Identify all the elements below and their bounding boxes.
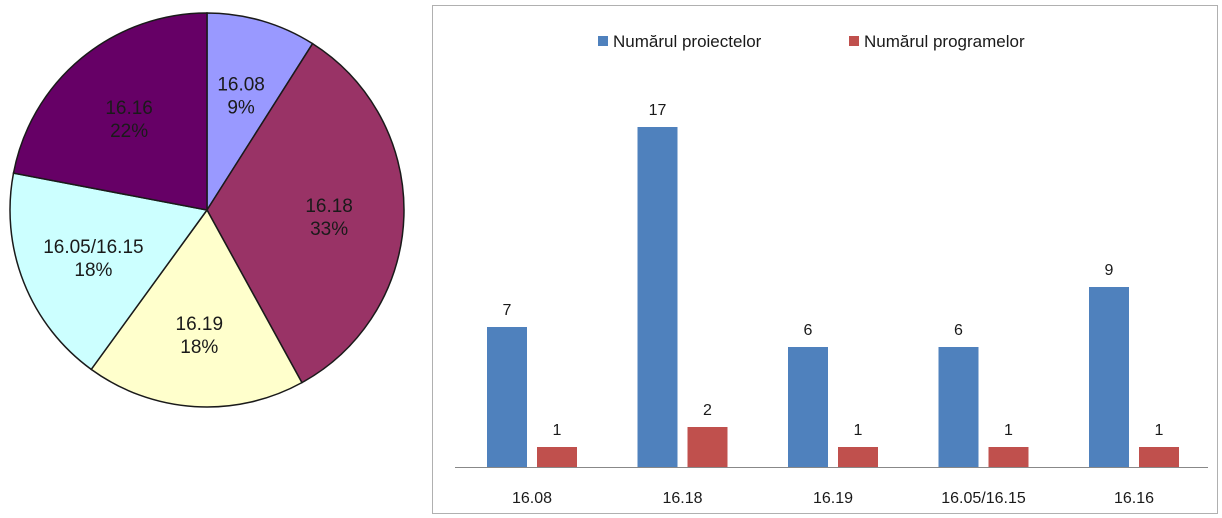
pie-slice-label: 16.16 [105,98,153,119]
bar-data-label: 7 [503,302,512,319]
bar-chart-panel: Numărul proiectelor Numărul programelor 7 1… [432,5,1218,514]
pie-slice-16-18 [206,42,405,384]
pie-slice-16-05-16-15 [9,172,209,371]
pie-slice-percent: 33% [310,219,348,240]
bar-16-08-series-1 [487,327,527,467]
pie-slice-percent: 9% [227,98,255,119]
bar-16-16-series-2 [1139,447,1179,467]
x-tick-label-16-18: 16.18 [662,490,702,507]
bar-data-label: 1 [1155,422,1164,439]
bar-16-05-16-15-series-2 [988,447,1029,467]
x-tick-label-16-05-16-15: 16.05/16.15 [941,490,1026,507]
pie-slice-label: 16.19 [176,314,224,335]
bar-data-label: 1 [854,422,863,439]
pie-slice-label: 16.18 [305,196,353,217]
x-tick-label-16-08: 16.08 [512,490,552,507]
x-tick-label-16-16: 16.16 [1114,490,1154,507]
bar-data-label: 6 [954,322,963,339]
bar-16-08-series-2 [537,447,577,467]
pie-slice-16-08 [206,12,314,213]
bar-data-label: 9 [1105,262,1114,279]
pie-slice-percent: 18% [74,260,112,281]
bar-data-label: 1 [553,422,562,439]
bar-16-05-16-15-series-1 [938,347,979,467]
pie-slice-16-16 [12,12,208,211]
x-tick-label-16-19: 16.19 [813,490,853,507]
pie-slice-percent: 18% [180,337,218,358]
legend-label-2: Numărul programelor [864,32,1025,51]
pie-slice-16-19 [90,208,303,408]
pie-slice-label: 16.05/16.15 [43,237,143,258]
bar-data-label: 17 [649,102,667,119]
legend-label-1: Numărul proiectelor [613,32,762,51]
bar-16-16-series-1 [1089,287,1129,467]
bar-chart: Numărul proiectelor Numărul programelor 7 1… [455,32,1208,507]
bar-data-label: 6 [804,322,813,339]
bar-16-19-series-1 [788,347,828,467]
bar-16-18-series-1 [637,127,678,467]
pie-slice-percent: 22% [110,121,148,142]
bar-16-19-series-2 [838,447,878,467]
pie-chart: 16.089%16.1833%16.1918%16.05/16.1518%16.… [9,12,405,408]
bar-data-label: 1 [1004,422,1013,439]
legend-swatch-1 [598,36,608,46]
pie-slice-label: 16.08 [217,75,265,96]
bar-16-18-series-2 [687,427,728,467]
bar-data-label: 2 [703,402,712,419]
legend-swatch-2 [849,36,859,46]
